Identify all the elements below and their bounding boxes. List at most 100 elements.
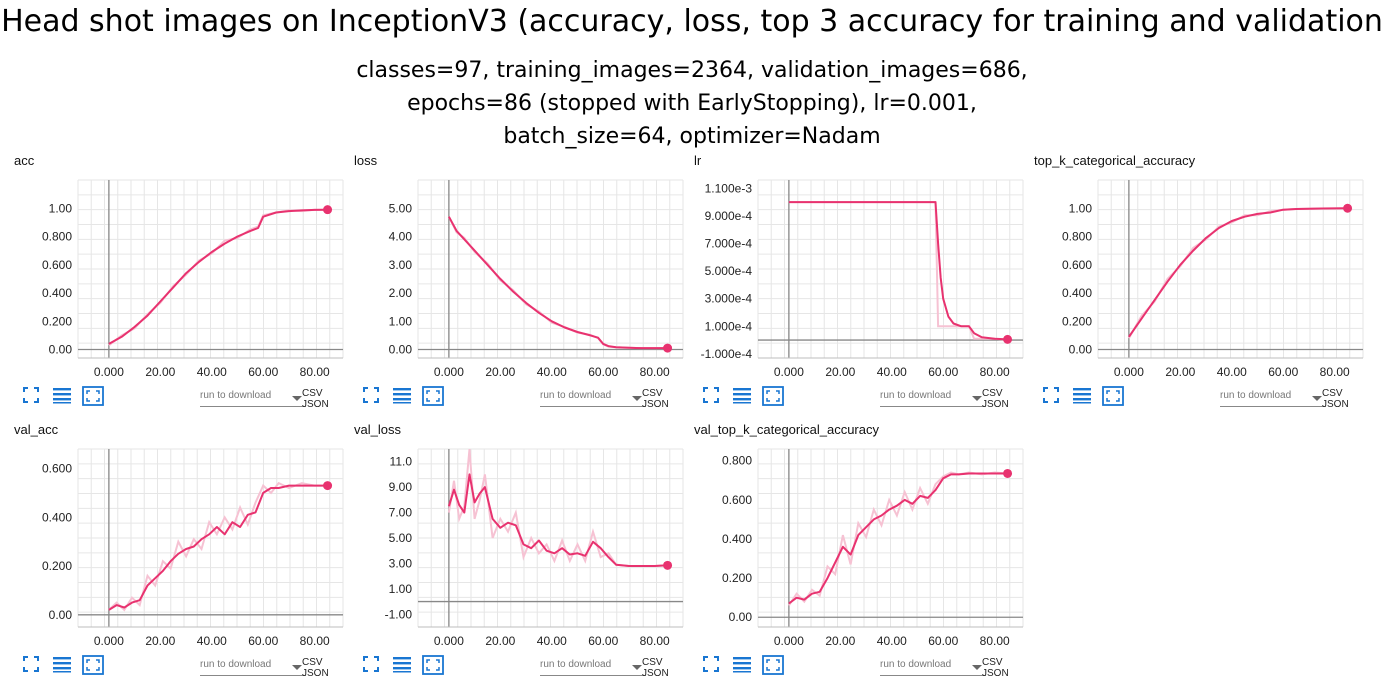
csv-download-link[interactable]: CSV bbox=[982, 657, 1003, 668]
series-raw-line bbox=[788, 471, 1008, 607]
chart-controls: run to download CSV JSON bbox=[10, 655, 350, 679]
run-to-download-select[interactable]: run to download bbox=[200, 659, 306, 676]
run-to-download-select[interactable]: run to download bbox=[540, 659, 646, 676]
y-tick-label: 1.00 bbox=[1069, 201, 1093, 215]
json-download-link[interactable]: JSON bbox=[982, 668, 1009, 679]
chart-svg: val_acc 0.00 0.200 0.400 0.600 0.000 20.00 40.0… bbox=[14, 422, 344, 648]
x-tick-label: 0.000 bbox=[94, 365, 124, 379]
expand-icon[interactable] bbox=[762, 655, 784, 675]
chart-panel-acc: acc 0.00 0.200 0.400 0.600 0.800 1.00 0.000 20.0… bbox=[10, 152, 344, 412]
x-tick-label: 80.00 bbox=[300, 365, 330, 379]
csv-download-link[interactable]: CSV bbox=[642, 388, 663, 399]
fit-screen-icon[interactable] bbox=[22, 655, 44, 675]
series-raw-line bbox=[108, 208, 328, 347]
fit-screen-icon[interactable] bbox=[1042, 386, 1064, 406]
chevron-down-icon bbox=[1312, 396, 1322, 401]
fit-screen-icon[interactable] bbox=[362, 655, 384, 675]
y-tick-label: 0.00 bbox=[1069, 343, 1093, 357]
expand-icon[interactable] bbox=[422, 655, 444, 675]
fit-screen-icon[interactable] bbox=[702, 655, 724, 675]
series-smoothed-line bbox=[108, 208, 328, 345]
expand-icon[interactable] bbox=[1102, 386, 1124, 406]
y-tick-label: 5.00 bbox=[389, 531, 413, 545]
series-last-point bbox=[663, 343, 673, 353]
y-tick-label: -1.000e-4 bbox=[701, 347, 753, 361]
expand-icon[interactable] bbox=[82, 386, 104, 406]
y-tick-label: 0.800 bbox=[1062, 230, 1092, 244]
chart-title: val_acc bbox=[14, 422, 59, 437]
y-tick-label: 0.00 bbox=[389, 343, 413, 357]
csv-download-link[interactable]: CSV bbox=[302, 388, 323, 399]
run-to-download-select[interactable]: run to download bbox=[540, 390, 646, 407]
x-tick-label: 60.00 bbox=[588, 634, 618, 648]
run-to-download-placeholder: run to download bbox=[540, 390, 612, 401]
chevron-down-icon bbox=[972, 396, 982, 401]
run-to-download-select[interactable]: run to download bbox=[200, 390, 306, 407]
y-tick-label: 11.0 bbox=[390, 455, 413, 469]
csv-download-link[interactable]: CSV bbox=[982, 388, 1003, 399]
json-download-link[interactable]: JSON bbox=[302, 668, 329, 679]
list-icon[interactable] bbox=[732, 386, 754, 406]
json-download-link[interactable]: JSON bbox=[642, 668, 669, 679]
list-icon[interactable] bbox=[392, 386, 414, 406]
csv-download-link[interactable]: CSV bbox=[1322, 388, 1343, 399]
chevron-down-icon bbox=[292, 396, 302, 401]
run-to-download-select[interactable]: run to download bbox=[1220, 390, 1326, 407]
y-tick-label: 7.000e-4 bbox=[705, 236, 753, 250]
x-tick-label: 60.00 bbox=[928, 634, 958, 648]
chart-title: lr bbox=[694, 153, 702, 168]
run-to-download-placeholder: run to download bbox=[880, 390, 952, 401]
y-tick-label: 0.600 bbox=[42, 462, 72, 476]
list-icon[interactable] bbox=[1072, 386, 1094, 406]
y-tick-label: 1.00 bbox=[389, 314, 413, 328]
fit-screen-icon[interactable] bbox=[22, 386, 44, 406]
y-tick-label: 9.000e-4 bbox=[705, 209, 753, 223]
expand-icon[interactable] bbox=[762, 386, 784, 406]
x-tick-label: 20.00 bbox=[145, 634, 175, 648]
chart-svg: val_loss -1.00 1.00 3.00 5.00 7.00 9.00 11.0 0.0… bbox=[354, 422, 684, 648]
y-tick-label: 3.00 bbox=[389, 258, 413, 272]
x-tick-label: 80.00 bbox=[980, 365, 1010, 379]
chart-panel-val-loss: val_loss -1.00 1.00 3.00 5.00 7.00 9.00 11.0 0.0… bbox=[350, 421, 684, 681]
json-download-link[interactable]: JSON bbox=[642, 399, 669, 410]
y-tick-label: 1.100e-3 bbox=[705, 181, 753, 195]
csv-download-link[interactable]: CSV bbox=[642, 657, 663, 668]
y-tick-label: 0.200 bbox=[42, 559, 72, 573]
fit-screen-icon[interactable] bbox=[702, 386, 724, 406]
download-format-links: CSV JSON bbox=[302, 657, 350, 679]
json-download-link[interactable]: JSON bbox=[302, 399, 329, 410]
expand-icon[interactable] bbox=[422, 386, 444, 406]
run-to-download-select[interactable]: run to download bbox=[880, 390, 986, 407]
json-download-link[interactable]: JSON bbox=[1322, 399, 1349, 410]
fit-screen-icon[interactable] bbox=[362, 386, 384, 406]
run-to-download-select[interactable]: run to download bbox=[880, 659, 986, 676]
x-tick-label: 40.00 bbox=[877, 634, 907, 648]
list-icon[interactable] bbox=[732, 655, 754, 675]
x-tick-label: 60.00 bbox=[588, 365, 618, 379]
chart-panel-loss: loss 0.00 1.00 2.00 3.00 4.00 5.00 0.000 20.00 40… bbox=[350, 152, 684, 412]
x-tick-label: 40.00 bbox=[197, 365, 227, 379]
run-to-download-placeholder: run to download bbox=[200, 659, 272, 670]
series-last-point bbox=[663, 560, 673, 570]
list-icon[interactable] bbox=[52, 386, 74, 406]
x-tick-label: 40.00 bbox=[537, 365, 567, 379]
y-tick-label: 1.00 bbox=[49, 201, 73, 215]
x-tick-label: 40.00 bbox=[877, 365, 907, 379]
y-tick-label: 0.600 bbox=[42, 258, 72, 272]
series-smoothed-line bbox=[448, 216, 668, 350]
figure-subtitle-line-1: classes=97, training_images=2364, valida… bbox=[356, 58, 1028, 83]
list-icon[interactable] bbox=[52, 655, 74, 675]
series-last-point bbox=[323, 205, 333, 215]
expand-icon[interactable] bbox=[82, 655, 104, 675]
run-to-download-placeholder: run to download bbox=[1220, 390, 1292, 401]
x-tick-label: 0.000 bbox=[774, 634, 804, 648]
chart-controls: run to download CSV JSON bbox=[350, 386, 690, 410]
chart-controls: run to download CSV JSON bbox=[690, 386, 1030, 410]
list-icon[interactable] bbox=[392, 655, 414, 675]
series-last-point bbox=[1343, 203, 1353, 213]
csv-download-link[interactable]: CSV bbox=[302, 657, 323, 668]
y-tick-label: -1.00 bbox=[385, 607, 413, 621]
chart-panel-top-k-accuracy: top_k_categorical_accuracy 0.00 0.200 0.400… bbox=[1030, 152, 1364, 412]
json-download-link[interactable]: JSON bbox=[982, 399, 1009, 410]
x-tick-label: 0.000 bbox=[774, 365, 804, 379]
